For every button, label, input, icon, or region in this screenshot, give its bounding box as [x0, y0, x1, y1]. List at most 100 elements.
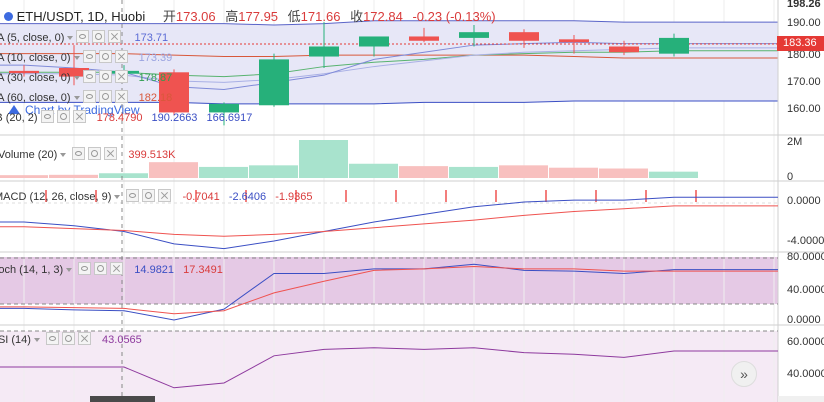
chevron-down-icon[interactable]: [73, 96, 80, 100]
volume-bar: [99, 173, 148, 178]
eye-icon[interactable]: [45, 332, 59, 345]
chevron-down-icon[interactable]: [66, 268, 73, 272]
crosshair-time-label: [90, 396, 155, 402]
eye-icon[interactable]: [82, 50, 96, 63]
eye-icon[interactable]: [82, 90, 96, 103]
macd-legend[interactable]: MACD (12, 26, close, 9) -0.7041 -2.6406 …: [0, 189, 313, 204]
eye-icon[interactable]: [40, 110, 54, 123]
close-icon[interactable]: [110, 262, 124, 275]
change-percent: (-0.13%): [445, 9, 496, 24]
close-value: 172.84: [363, 9, 403, 24]
eye-icon[interactable]: [82, 70, 96, 83]
ma30-legend[interactable]: MA (30, close, 0) 178.87: [0, 70, 172, 85]
chevron-down-icon[interactable]: [73, 56, 80, 60]
bb-legend[interactable]: BB (20, 2) 178.4790 190.2663 166.6917: [0, 110, 252, 125]
volume-legend[interactable]: Volume (20) 399.513K: [0, 147, 175, 162]
chevron-down-icon[interactable]: [73, 76, 80, 80]
stoch-tick: 0.0000: [787, 314, 821, 326]
close-icon[interactable]: [77, 332, 91, 345]
close-icon[interactable]: [114, 70, 128, 83]
close-icon[interactable]: [158, 189, 172, 202]
price-tick: 180.00: [787, 49, 821, 61]
candle-body: [9, 70, 39, 74]
ma60-legend[interactable]: MA (60, close, 0) 182.18: [0, 90, 172, 105]
macd-label: MACD (12, 26, close, 9): [0, 191, 112, 203]
chevron-down-icon[interactable]: [114, 195, 121, 199]
chevron-down-icon[interactable]: [67, 36, 74, 40]
bb-upper-line: [0, 20, 778, 26]
candle-body: [359, 36, 389, 47]
open-label: 开: [162, 9, 176, 24]
close-icon[interactable]: [104, 147, 118, 160]
rsi-band: [0, 331, 778, 402]
gear-icon[interactable]: [142, 189, 156, 202]
candle-body: [509, 32, 539, 41]
candle-body: [409, 36, 439, 41]
ma30-label: MA (30, close, 0): [0, 72, 71, 84]
close-icon[interactable]: [114, 90, 128, 103]
eye-icon[interactable]: [126, 189, 140, 202]
candle-body: [309, 46, 339, 57]
gear-icon[interactable]: [61, 332, 75, 345]
gear-icon[interactable]: [98, 50, 112, 63]
price-tick: 170.00: [787, 76, 821, 88]
rsi-line: [0, 347, 778, 389]
price-tick: 190.00: [787, 17, 821, 29]
candle-body: [559, 39, 589, 43]
gear-icon[interactable]: [94, 262, 108, 275]
chevron-down-icon[interactable]: [60, 153, 67, 157]
candle-body: [59, 68, 89, 77]
bb-lower-value: 166.6917: [206, 112, 253, 124]
gear-icon[interactable]: [88, 147, 102, 160]
volume-bar: [549, 167, 598, 178]
axis-corner: [778, 396, 824, 402]
rsi-legend[interactable]: RSI (14) 43.0565: [0, 332, 142, 347]
candle-body: [659, 37, 689, 54]
volume-bar: [449, 166, 498, 178]
close-icon[interactable]: [72, 110, 86, 123]
volume-bar: [499, 165, 548, 178]
stoch-k-line: [0, 263, 778, 321]
eye-icon[interactable]: [72, 147, 86, 160]
volume-bar: [399, 166, 448, 178]
stoch-label: Stoch (14, 1, 3): [0, 264, 64, 276]
scroll-to-realtime-button[interactable]: »: [731, 361, 757, 387]
volume-tick: 0: [787, 171, 794, 183]
open-value: 173.06: [175, 9, 216, 24]
close-icon[interactable]: [108, 30, 122, 43]
symbol-circle-icon: [4, 12, 13, 21]
ma60-label: MA (60, close, 0): [0, 92, 71, 104]
stoch-legend[interactable]: Stoch (14, 1, 3) 14.9821 17.3491: [0, 262, 223, 277]
gear-icon[interactable]: [98, 70, 112, 83]
gear-icon[interactable]: [92, 30, 106, 43]
rsi-value: 43.0565: [102, 334, 142, 346]
stoch-k-value: 14.9821: [134, 264, 175, 276]
eye-icon[interactable]: [76, 30, 90, 43]
macd-histogram-value: -0.7041: [182, 191, 220, 203]
macd-line-value: -2.6406: [228, 191, 267, 203]
volume-bar: [249, 165, 298, 178]
macd-line: [0, 196, 778, 250]
volume-value: 399.513K: [128, 149, 176, 161]
stoch-d-line: [0, 266, 778, 315]
gear-icon[interactable]: [56, 110, 70, 123]
rsi-tick: 40.0000: [787, 368, 824, 380]
macd-signal-value: -1.9365: [275, 191, 313, 203]
volume-bar: [649, 171, 698, 178]
candle-body: [259, 59, 289, 106]
stoch-tick: 80.0000: [787, 251, 824, 263]
bb-label: BB (20, 2): [0, 112, 38, 124]
ma5-label: MA (5, close, 0): [0, 32, 65, 44]
eye-icon[interactable]: [78, 262, 92, 275]
ma10-legend[interactable]: MA (10, close, 0) 173.39: [0, 50, 172, 65]
low-label: 低: [287, 9, 301, 24]
chevron-down-icon[interactable]: [33, 338, 40, 342]
ma5-legend[interactable]: MA (5, close, 0) 173.71: [0, 30, 168, 45]
stoch-tick: 40.0000: [787, 284, 824, 296]
ma30-value: 178.87: [138, 72, 173, 84]
price-tick-top: 198.26: [787, 0, 821, 10]
gear-icon[interactable]: [98, 90, 112, 103]
close-icon[interactable]: [114, 50, 128, 63]
change-value: -0.23: [412, 9, 443, 24]
